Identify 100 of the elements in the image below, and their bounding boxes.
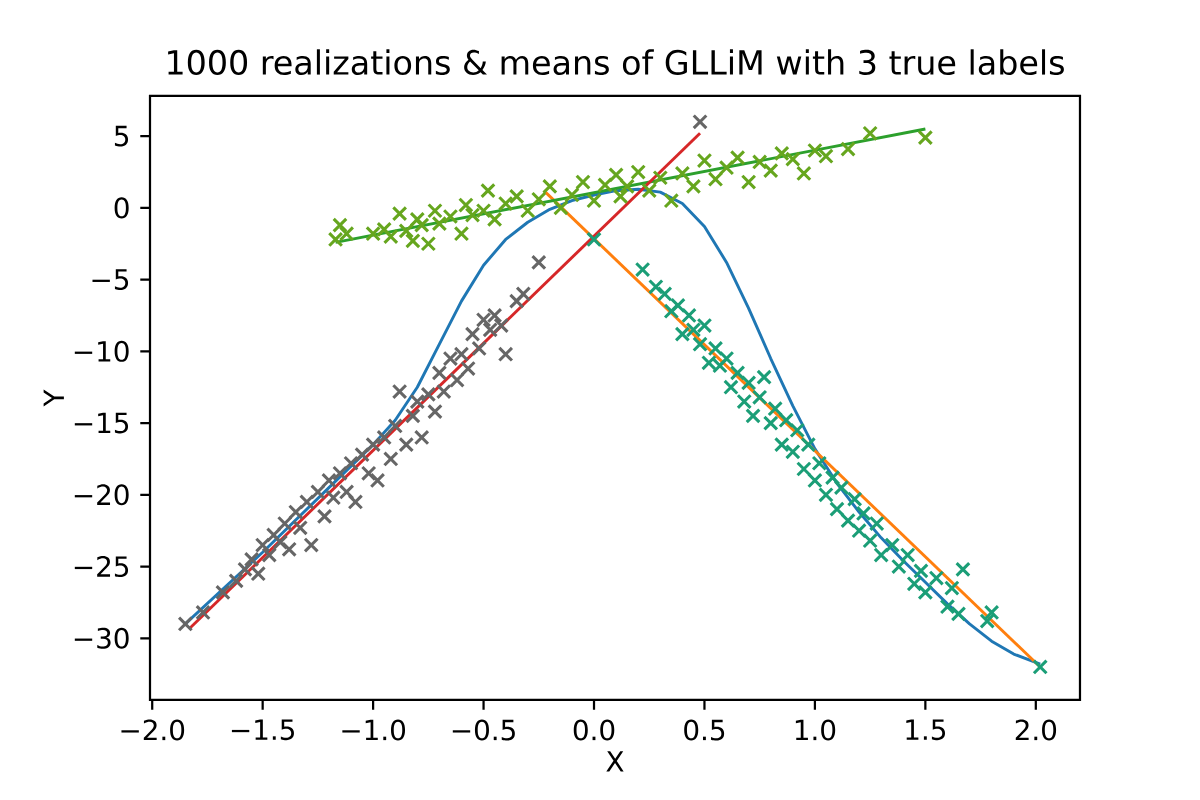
point	[453, 225, 470, 242]
point	[773, 145, 790, 162]
point	[575, 174, 591, 190]
point	[800, 436, 817, 453]
point	[785, 443, 801, 460]
y-tick-label: −25	[74, 556, 129, 578]
point	[917, 129, 934, 146]
point	[707, 171, 724, 188]
point	[891, 558, 907, 575]
point	[740, 174, 757, 190]
x-tick-label: 0.0	[573, 719, 615, 741]
point	[586, 231, 602, 248]
point	[862, 532, 878, 549]
x-tick-label: 0.5	[684, 719, 725, 741]
point	[243, 551, 260, 568]
x-tick-label: −0.5	[452, 719, 515, 741]
point	[692, 336, 708, 353]
point	[338, 225, 355, 242]
point	[928, 570, 945, 586]
point	[497, 195, 514, 212]
point	[846, 491, 863, 507]
point	[215, 584, 231, 601]
point	[718, 159, 735, 176]
point	[796, 165, 812, 182]
point	[497, 346, 514, 363]
point	[840, 512, 856, 529]
point	[840, 141, 856, 157]
point	[818, 148, 834, 165]
point	[723, 379, 739, 396]
point	[327, 231, 344, 248]
y-axis-title: Y	[43, 389, 64, 407]
point	[868, 515, 885, 532]
point	[807, 472, 823, 489]
y-tick-label: −10	[74, 340, 129, 362]
point	[641, 182, 658, 199]
point	[939, 598, 956, 615]
y-tick-label: −30	[74, 627, 129, 649]
point	[332, 217, 348, 233]
point	[745, 408, 761, 424]
point	[427, 202, 443, 219]
point	[873, 547, 889, 563]
point	[862, 125, 878, 142]
point	[369, 472, 386, 489]
point	[508, 293, 525, 309]
point	[338, 484, 355, 500]
point	[663, 192, 680, 209]
point	[387, 418, 404, 434]
point	[681, 307, 697, 324]
point	[767, 400, 783, 417]
point	[979, 613, 996, 629]
point	[530, 191, 547, 208]
point	[287, 504, 304, 520]
point	[899, 547, 916, 563]
point	[530, 254, 547, 271]
point	[670, 297, 686, 314]
point	[360, 465, 377, 482]
point	[382, 451, 399, 467]
x-tick-label: 1.0	[795, 719, 836, 741]
x-tick-label: 2.0	[1015, 719, 1057, 741]
point	[729, 365, 746, 381]
point	[391, 205, 408, 222]
point	[391, 383, 408, 400]
point	[365, 436, 381, 453]
x-tick-label: −1.0	[342, 719, 406, 741]
point	[811, 455, 828, 472]
point	[612, 188, 629, 205]
point	[281, 541, 297, 558]
point	[519, 202, 536, 219]
point	[276, 515, 293, 532]
point	[944, 580, 960, 596]
point	[405, 408, 421, 424]
point	[347, 494, 364, 510]
point	[195, 604, 211, 621]
point	[442, 208, 459, 225]
point	[656, 286, 673, 302]
point	[464, 326, 481, 342]
point	[265, 527, 282, 543]
point	[906, 575, 923, 592]
point	[634, 261, 651, 278]
point	[740, 375, 757, 391]
point	[652, 169, 669, 186]
point	[950, 606, 967, 622]
point	[409, 211, 426, 228]
point	[458, 197, 474, 213]
point	[736, 393, 753, 410]
point	[1032, 659, 1049, 675]
point	[630, 164, 647, 180]
point	[431, 365, 448, 381]
point	[829, 501, 845, 517]
y-tick-label: −20	[74, 484, 129, 506]
point	[824, 469, 841, 486]
point	[648, 278, 664, 295]
point	[756, 369, 772, 385]
point	[460, 360, 476, 377]
point	[321, 472, 337, 489]
point	[884, 537, 901, 553]
point	[597, 177, 613, 193]
x-axis-title: X	[606, 751, 624, 772]
point	[480, 182, 496, 199]
point	[796, 461, 812, 477]
